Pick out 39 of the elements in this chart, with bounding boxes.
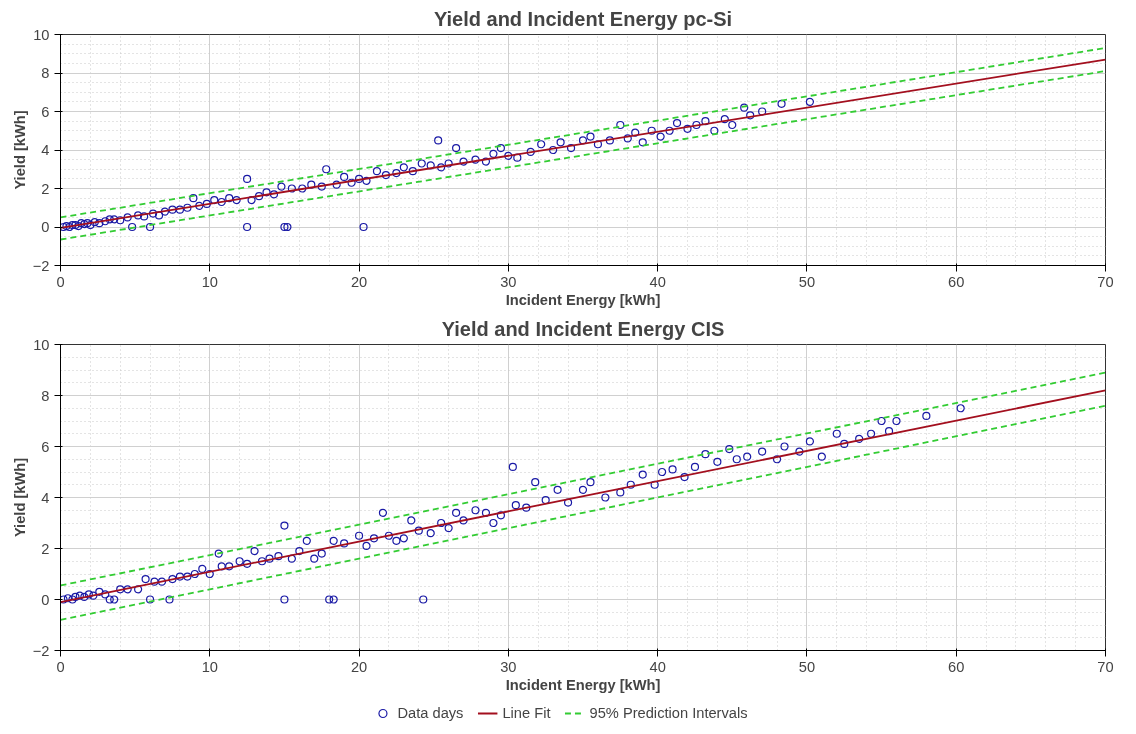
x-tick-label: 50 [798,658,816,675]
y-tick-label: 0 [41,219,50,235]
x-tick-label: 30 [500,658,517,675]
y-tick-label: 2 [41,180,50,197]
y-tick-label: 4 [41,489,50,506]
y-tick-label: 8 [41,387,50,404]
x-tick-label: 70 [1097,273,1114,290]
x-tick-label: 70 [1097,658,1114,675]
y-tick-label: 10 [33,336,50,353]
x-tick-label: 60 [948,658,965,675]
y-tick-label: −2 [32,642,50,659]
x-axis-title: Incident Energy [kWh] [505,676,661,693]
y-tick-label: 8 [41,65,50,81]
x-tick-label: 10 [201,658,218,675]
legend-label: Line Fit [502,704,551,721]
x-axis-title: Incident Energy [kWh] [505,291,661,308]
y-tick-label: 6 [41,438,50,455]
y-tick-label: 0 [41,591,50,608]
y-axis-title: Yield [kWh] [11,110,28,190]
legend-label: 95% Prediction Intervals [589,704,748,721]
x-tick-label: 0 [56,273,65,290]
x-tick-label: 40 [649,273,666,290]
x-tick-label: 50 [798,273,816,290]
x-tick-label: 40 [649,658,666,675]
y-axis-title: Yield [kWh] [11,457,28,538]
y-tick-label: 2 [41,540,50,557]
legend-label: Data days [397,704,464,721]
x-tick-label: 20 [350,658,368,675]
x-tick-label: 20 [350,273,368,290]
x-tick-label: 30 [500,273,517,290]
x-tick-label: 0 [56,658,65,675]
chart-title: Yield and Incident Energy CIS [441,317,725,340]
x-tick-label: 60 [948,273,965,290]
y-tick-label: −2 [32,257,50,274]
y-tick-label: 10 [33,26,50,43]
y-tick-label: 4 [41,142,50,158]
chart-title: Yield and Incident Energy pc-Si [433,7,733,30]
x-tick-label: 10 [201,273,218,290]
y-tick-label: 6 [41,103,50,120]
